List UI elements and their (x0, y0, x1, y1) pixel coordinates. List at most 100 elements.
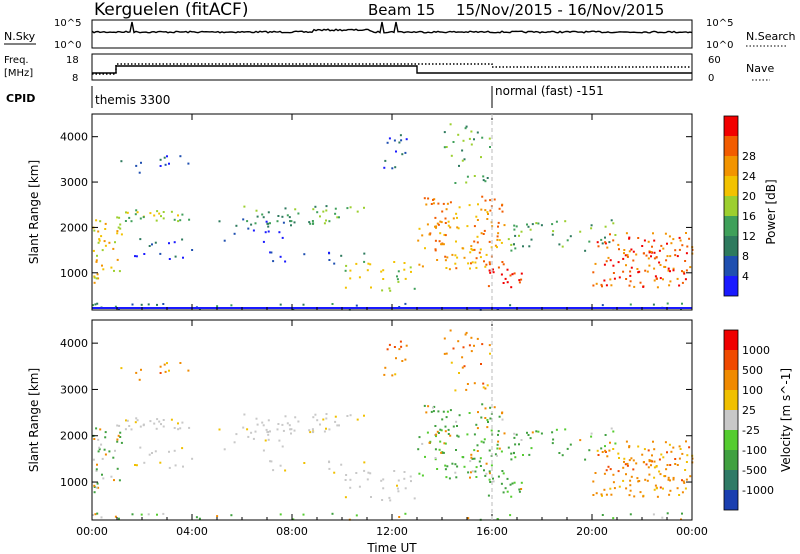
power-echo (629, 274, 632, 277)
power-echo (612, 272, 615, 274)
velocity-echo (269, 430, 271, 433)
velocity-echo (653, 448, 656, 451)
power-echo (114, 305, 117, 308)
velocity-colorbar: 1000 500 100 25 -25 -100 -500 -1000 (723, 329, 774, 511)
velocity-echo (632, 459, 635, 462)
power-echo (444, 222, 447, 224)
velocity-echo (434, 434, 436, 436)
power-echo (404, 151, 407, 154)
power-echo (349, 269, 352, 272)
power-echo (438, 240, 441, 243)
velocity-echo (646, 479, 649, 482)
power-echo (465, 181, 468, 184)
velocity-echo (421, 474, 424, 477)
power-echo (418, 263, 421, 266)
y-tick-label: 2000 (60, 430, 88, 443)
velocity-echo (316, 419, 319, 422)
power-echo (434, 225, 436, 228)
velocity-echo (148, 453, 151, 456)
velocity-echo (181, 447, 184, 450)
power-echo (140, 303, 143, 306)
power-echo (551, 233, 554, 236)
power-echo (637, 237, 640, 239)
power-echo (497, 266, 500, 269)
velocity-echo (443, 442, 446, 445)
velocity-echo (685, 461, 688, 463)
power-echo (363, 260, 366, 263)
power-echo (630, 266, 633, 269)
power-echo (473, 225, 476, 228)
velocity-echo (428, 441, 431, 444)
velocity-echo (444, 425, 447, 428)
power-echo (246, 220, 249, 223)
freq-tick-high: 18 (66, 55, 79, 66)
velocity-echo (128, 425, 131, 427)
velocity-echo (297, 420, 300, 423)
velocity-echo (579, 439, 582, 442)
power-echo (380, 270, 383, 273)
velocity-echo (397, 490, 400, 493)
velocity-echo (650, 459, 653, 462)
velocity-echo (369, 472, 372, 475)
velocity-echo (159, 365, 162, 368)
power-colorbar-tick: 12 (742, 230, 756, 243)
power-echo (134, 255, 136, 258)
power-echo (476, 131, 479, 134)
power-colorbar-tick: 20 (742, 190, 756, 203)
power-echo (607, 256, 610, 259)
velocity-echo (458, 414, 461, 417)
velocity-echo (328, 428, 331, 431)
velocity-echo (476, 450, 479, 452)
power-echo (119, 223, 122, 226)
power-echo (496, 238, 499, 241)
velocity-echo (653, 460, 656, 463)
power-echo (456, 256, 459, 259)
power-echo (630, 248, 633, 251)
power-echo (666, 255, 669, 258)
velocity-echo (529, 437, 532, 440)
velocity-echo (334, 420, 337, 423)
power-echo (584, 249, 587, 252)
velocity-echo (434, 457, 437, 459)
velocity-echo (426, 431, 429, 434)
freq-panel: Freq. [MHz] 18 8 60 0 Nave (4, 53, 774, 84)
power-echo (485, 253, 488, 256)
power-echo (125, 211, 127, 214)
velocity-echo (136, 419, 139, 422)
power-echo (678, 284, 681, 287)
power-echo (100, 235, 103, 238)
velocity-echo (396, 484, 398, 487)
nsearch-label: N.Search (746, 30, 796, 43)
velocity-echo (481, 403, 484, 406)
power-echo (394, 166, 397, 169)
power-echo (187, 162, 190, 165)
power-echo (628, 284, 631, 287)
power-echo (99, 220, 102, 223)
power-echo (628, 236, 631, 239)
velocity-echo (660, 453, 663, 456)
velocity-echo (486, 419, 489, 421)
power-echo (425, 203, 428, 206)
velocity-echo (501, 412, 503, 415)
velocity-echo (504, 487, 507, 490)
velocity-echo (168, 369, 170, 372)
power-echo (436, 259, 439, 261)
power-echo (667, 267, 670, 270)
velocity-echo (506, 490, 509, 493)
power-echo (140, 161, 142, 164)
power-echo (473, 248, 476, 251)
power-echo (188, 218, 191, 221)
velocity-echo (637, 445, 640, 448)
velocity-echo (600, 447, 603, 450)
velocity-echo (188, 426, 191, 429)
velocity-echo (101, 473, 103, 476)
velocity-echo (648, 460, 651, 463)
velocity-echo (605, 493, 608, 496)
power-echo (632, 259, 635, 262)
velocity-echo (216, 515, 219, 518)
power-echo (242, 218, 245, 221)
velocity-echo (515, 433, 518, 436)
velocity-echo (277, 423, 280, 425)
power-echo (267, 222, 270, 225)
